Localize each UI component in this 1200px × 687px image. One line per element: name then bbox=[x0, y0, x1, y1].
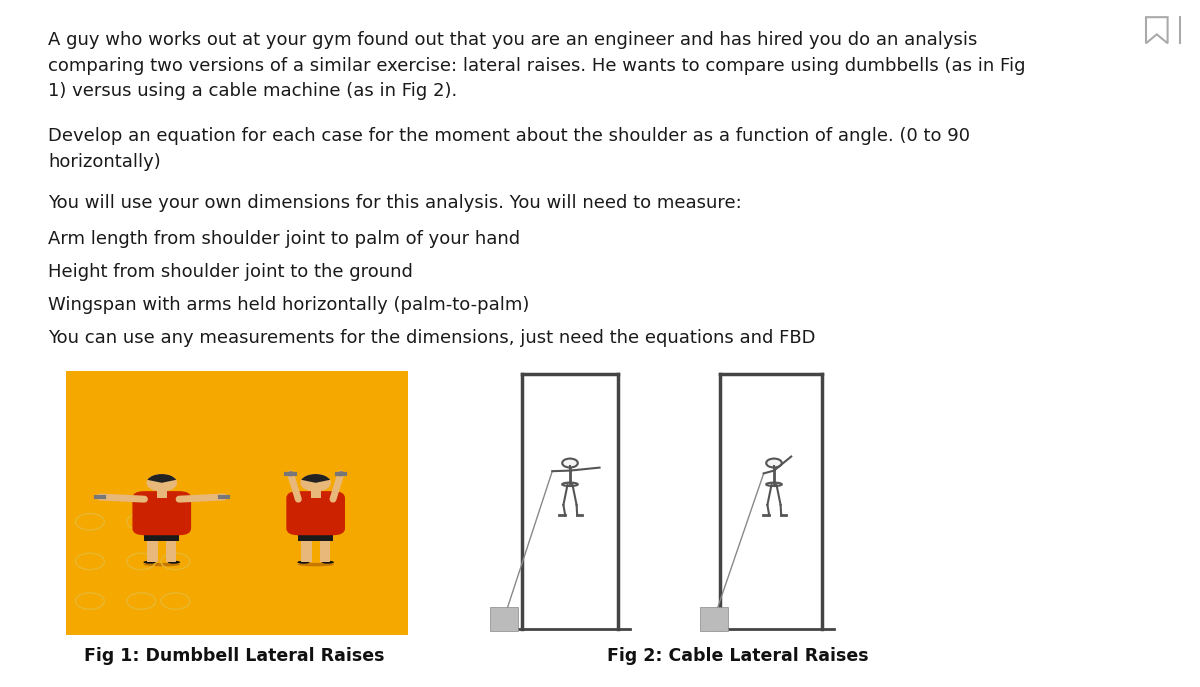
Bar bbox=[299, 527, 334, 541]
Ellipse shape bbox=[288, 472, 292, 476]
Bar bbox=[301, 539, 312, 562]
Wedge shape bbox=[301, 474, 330, 483]
Bar bbox=[144, 527, 179, 541]
Text: Height from shoulder joint to the ground: Height from shoulder joint to the ground bbox=[48, 263, 413, 281]
Ellipse shape bbox=[289, 472, 293, 476]
Ellipse shape bbox=[338, 472, 342, 476]
Ellipse shape bbox=[97, 496, 104, 498]
Ellipse shape bbox=[221, 496, 228, 498]
Bar bbox=[490, 607, 518, 631]
Text: Develop an equation for each case for the moment about the shoulder as a functio: Develop an equation for each case for th… bbox=[48, 127, 970, 171]
Ellipse shape bbox=[144, 563, 180, 566]
Text: Wingspan with arms held horizontally (palm-to-palm): Wingspan with arms held horizontally (pa… bbox=[48, 296, 529, 314]
Text: Fig 2: Cable Lateral Raises: Fig 2: Cable Lateral Raises bbox=[607, 647, 869, 665]
Bar bbox=[480, 371, 1146, 635]
Text: Arm length from shoulder joint to palm of your hand: Arm length from shoulder joint to palm o… bbox=[48, 230, 520, 248]
Text: A guy who works out at your gym found out that you are an engineer and has hired: A guy who works out at your gym found ou… bbox=[48, 31, 1026, 100]
Text: You will use your own dimensions for this analysis. You will need to measure:: You will use your own dimensions for thi… bbox=[48, 194, 742, 212]
Ellipse shape bbox=[298, 561, 310, 564]
Bar bbox=[66, 371, 408, 635]
Circle shape bbox=[146, 474, 178, 492]
FancyBboxPatch shape bbox=[132, 491, 191, 535]
Circle shape bbox=[563, 459, 578, 467]
Bar bbox=[166, 539, 176, 562]
Circle shape bbox=[300, 474, 331, 492]
Bar bbox=[148, 539, 157, 562]
Circle shape bbox=[767, 459, 782, 467]
Ellipse shape bbox=[298, 563, 334, 566]
Text: You can use any measurements for the dimensions, just need the equations and FBD: You can use any measurements for the dim… bbox=[48, 329, 816, 347]
Ellipse shape bbox=[144, 561, 156, 564]
Ellipse shape bbox=[95, 496, 102, 498]
Ellipse shape bbox=[220, 496, 227, 498]
Ellipse shape bbox=[340, 472, 343, 476]
Bar bbox=[319, 539, 330, 562]
Bar bbox=[311, 491, 320, 498]
FancyBboxPatch shape bbox=[287, 491, 346, 535]
Wedge shape bbox=[148, 474, 176, 483]
Ellipse shape bbox=[322, 561, 334, 564]
Bar bbox=[700, 607, 728, 631]
Text: Fig 1: Dumbbell Lateral Raises: Fig 1: Dumbbell Lateral Raises bbox=[84, 647, 384, 665]
Ellipse shape bbox=[168, 561, 180, 564]
Bar bbox=[157, 491, 167, 498]
